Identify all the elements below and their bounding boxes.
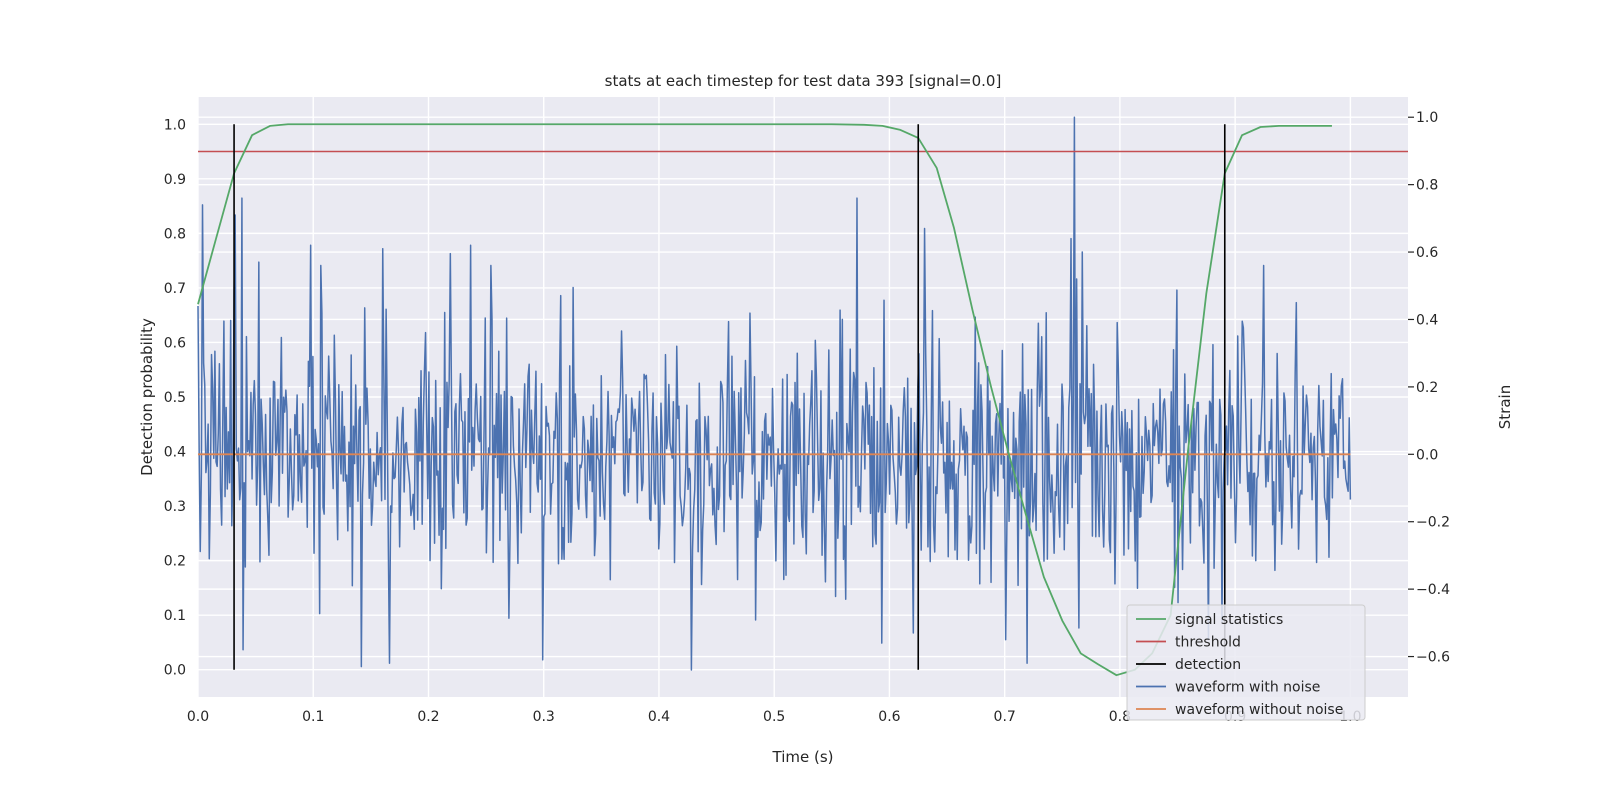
y-tick-label-left: 0.0 bbox=[164, 663, 186, 679]
y-axis-title-right: Strain bbox=[1496, 385, 1514, 429]
y-tick-label-left: 0.5 bbox=[164, 390, 186, 406]
x-tick-label: 0.2 bbox=[417, 709, 439, 725]
x-tick-label: 0.4 bbox=[648, 709, 670, 725]
tick-labels: 0.0 0.1 0.2 0.3 0.4 0.5 0.6 0.7 0.8 0.9 1.0 0.0 0.1 0… bbox=[164, 110, 1450, 725]
legend-label: threshold bbox=[1175, 635, 1241, 651]
y-tick-label-left: 0.3 bbox=[164, 499, 186, 515]
legend: signal statistics threshold detection wavef… bbox=[1126, 604, 1366, 721]
y-tick-label-right: 0.4 bbox=[1416, 312, 1438, 328]
legend-label: detection bbox=[1175, 657, 1241, 673]
series-signal-statistics bbox=[197, 123, 1332, 677]
y-tick-label-right: 0.8 bbox=[1416, 178, 1438, 194]
y-tick-label-left: 0.6 bbox=[164, 335, 186, 351]
series-waveform-with-noise bbox=[197, 116, 1352, 671]
legend-label: signal statistics bbox=[1175, 612, 1283, 628]
x-tick-label: 0.7 bbox=[994, 709, 1016, 725]
legend-label: waveform with noise bbox=[1175, 680, 1320, 696]
x-axis-title: Time (s) bbox=[772, 748, 834, 766]
chart-title: stats at each timestep for test data 393… bbox=[605, 72, 1002, 90]
y-tick-label-left: 0.7 bbox=[164, 281, 186, 297]
y-axis-title-left: Detection probability bbox=[138, 318, 156, 476]
x-tick-label: 0.8 bbox=[1109, 709, 1131, 725]
y-tick-label-left: 0.8 bbox=[164, 226, 186, 242]
x-tick-label: 0.6 bbox=[878, 709, 900, 725]
y-tick-label-left: 1.0 bbox=[164, 117, 186, 133]
y-tick-label-right: 1.0 bbox=[1416, 110, 1438, 126]
legend-box bbox=[1126, 604, 1366, 721]
y-tick-label-right: 0.0 bbox=[1416, 447, 1438, 463]
x-tick-label: 0.5 bbox=[763, 709, 785, 725]
legend-label: waveform without noise bbox=[1175, 702, 1343, 718]
y-tick-label-left: 0.9 bbox=[164, 172, 186, 188]
y-tick-label-right: −0.2 bbox=[1416, 515, 1450, 531]
x-tick-label: 0.1 bbox=[302, 709, 324, 725]
y-tick-label-right: 0.6 bbox=[1416, 245, 1438, 261]
series-layer bbox=[197, 116, 1408, 677]
y-tick-label-right: −0.4 bbox=[1416, 582, 1450, 598]
y-tick-label-right: 0.2 bbox=[1416, 380, 1438, 396]
x-tick-label: 0.3 bbox=[533, 709, 555, 725]
y-tick-label-left: 0.1 bbox=[164, 608, 186, 624]
x-tick-label: 0.0 bbox=[187, 709, 209, 725]
y-tick-label-left: 0.4 bbox=[164, 445, 186, 461]
y-tick-label-left: 0.2 bbox=[164, 554, 186, 570]
y-tick-label-right: −0.6 bbox=[1416, 650, 1450, 666]
